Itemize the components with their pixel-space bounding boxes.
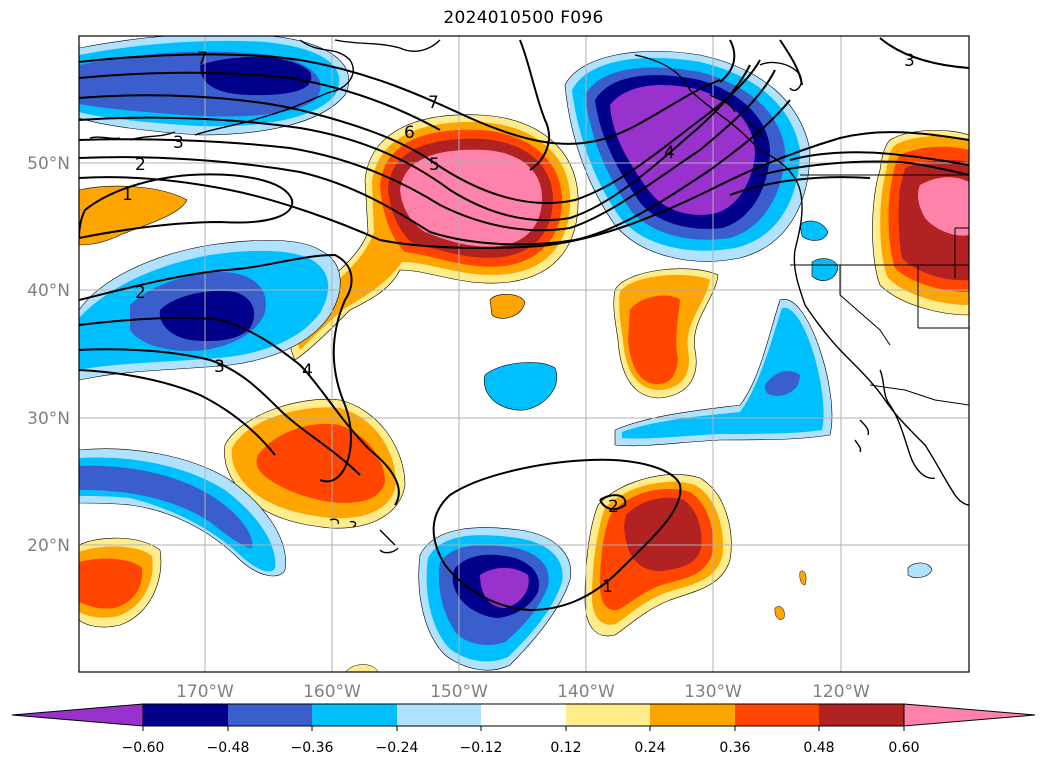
anomaly-negative-east-band (614, 299, 833, 447)
lon-label: 120°W (812, 682, 870, 702)
colorbar-tick-label: −0.36 (291, 740, 334, 756)
lat-label: 20°N (27, 536, 70, 556)
anomaly-positive-tiny-b (799, 570, 807, 586)
colorbar-cells (11, 703, 1036, 727)
anomaly-negative-mexico-small (907, 562, 933, 579)
colorbar-cell (397, 704, 481, 726)
contour-label: 5 (429, 155, 440, 175)
colorbar-cell (312, 704, 397, 726)
contour-label: 6 (404, 123, 415, 143)
anomaly-positive-tiny-c (344, 664, 379, 672)
colorbar-tick-label: 0.60 (888, 740, 919, 756)
longitude-labels: 170°W 160°W 150°W 140°W 130°W 120°W (176, 682, 870, 702)
anomaly-positive-southwest (79, 537, 162, 628)
anomaly-positive-east-edge (872, 129, 969, 316)
lat-label: 40°N (27, 281, 70, 301)
lon-label: 130°W (684, 682, 742, 702)
colorbar-cell (481, 704, 566, 726)
colorbar-tick-label: −0.12 (460, 740, 503, 756)
anomaly-positive-central (289, 114, 579, 361)
anomaly-positive-central-east (613, 268, 719, 399)
contour-label: 1 (122, 185, 133, 205)
colorbar-cell (566, 704, 650, 726)
contour-label: 7 (197, 49, 208, 69)
map-frame (78, 35, 970, 673)
anomaly-positive-west-edge (79, 185, 188, 246)
anomaly-negative-southwest-band (79, 448, 286, 577)
colorbar-tick-label: 0.24 (634, 740, 665, 756)
colorbar: −0.60 −0.48 −0.36 −0.24 −0.12 0.12 0.24 … (11, 703, 1036, 756)
anomaly-positive-subtropical (224, 398, 406, 529)
anomaly-negative-south (418, 527, 572, 671)
contour-lines (79, 37, 969, 612)
colorbar-cell (228, 704, 312, 726)
colorbar-tick-label: 0.36 (719, 740, 750, 756)
contour-label: 2 (608, 497, 619, 517)
contour-label: 1 (602, 577, 613, 597)
contour-label: 2 (135, 283, 146, 303)
anomaly-negative-central-small (483, 362, 557, 411)
lon-label: 140°W (557, 682, 615, 702)
contour-label: 3 (214, 357, 225, 377)
political-borders (790, 174, 969, 406)
colorbar-tick-labels: −0.60 −0.48 −0.36 −0.24 −0.12 0.12 0.24 … (122, 740, 920, 756)
colorbar-ticks (142, 726, 905, 731)
contour-label: 4 (664, 143, 675, 163)
colorbar-tick-label: −0.48 (207, 740, 250, 756)
colorbar-tick-label: 0.48 (803, 740, 834, 756)
anomaly-positive-small-a (489, 293, 526, 319)
lat-label: 30°N (27, 409, 70, 429)
anomaly-positive-south (584, 474, 732, 637)
lon-label: 150°W (430, 682, 488, 702)
colorbar-cell (650, 704, 735, 726)
contour-label: 2 (135, 155, 146, 175)
anomaly-positive-tiny-a (774, 606, 785, 620)
lon-label: 160°W (303, 682, 361, 702)
latitude-labels: 50°N 40°N 30°N 20°N (27, 154, 70, 556)
anomaly-negative-northeast (564, 50, 811, 262)
lon-label: 170°W (176, 682, 234, 702)
contour-label: 7 (428, 93, 439, 113)
colorbar-extend-min (11, 703, 144, 727)
colorbar-cell (819, 704, 904, 726)
anomaly-negative-coast-small (811, 258, 839, 281)
contour-label: 3 (904, 51, 915, 71)
colorbar-tick-label: −0.24 (376, 740, 419, 756)
colorbar-tick-label: 0.12 (550, 740, 581, 756)
contour-label: 3 (173, 133, 184, 153)
anomaly-negative-coast-small-2 (799, 220, 829, 241)
colorbar-extend-max (903, 703, 1036, 727)
map-title: 2024010500 F096 (443, 8, 604, 28)
contour-label: 4 (302, 361, 313, 381)
contour-labels: 7 3 2 1 2 3 7 6 5 4 4 3 1 2 (122, 49, 915, 597)
colorbar-cell (735, 704, 819, 726)
gridlines (79, 36, 969, 672)
colorbar-frame (142, 703, 905, 727)
colorbar-tick-label: −0.60 (122, 740, 165, 756)
colorbar-cell (143, 704, 228, 726)
map-area: 7 3 2 1 2 3 7 6 5 4 4 3 1 2 (79, 36, 969, 672)
lat-label: 50°N (27, 154, 70, 174)
